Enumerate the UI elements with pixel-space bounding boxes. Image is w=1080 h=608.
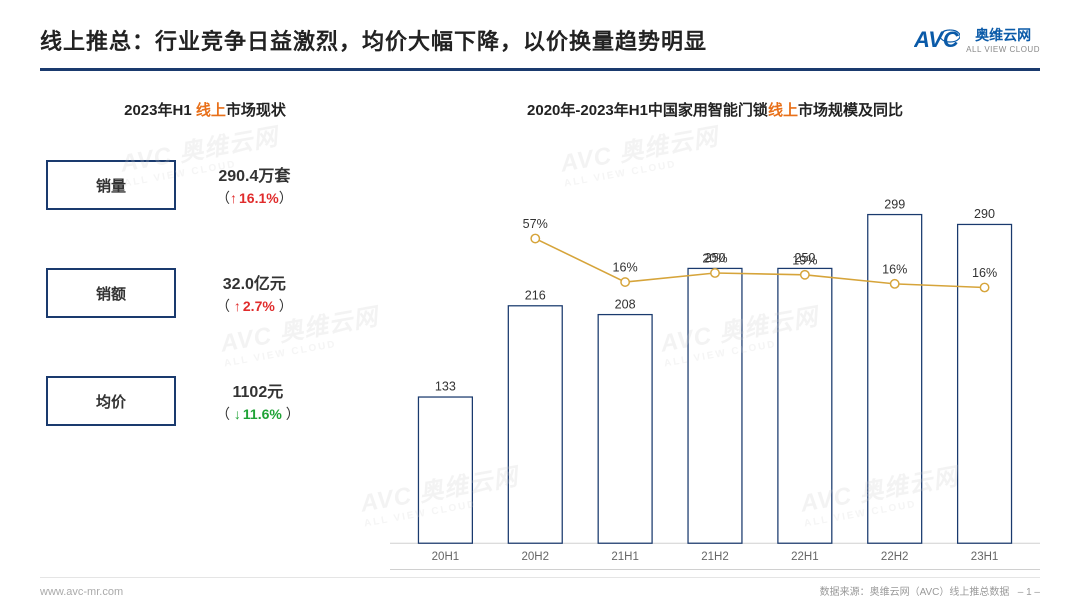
logo-cn: 奥维云网 — [966, 25, 1040, 45]
svg-text:23H1: 23H1 — [971, 551, 999, 563]
metric-row: 销额 32.0亿元（ 2.7% ） — [40, 268, 370, 318]
metric-row: 销量 290.4万套（16.1%） — [40, 160, 370, 210]
left-title: 2023年H1 线上市场现状 — [40, 99, 370, 120]
metric-value: 1102元（ 11.6% ） — [216, 378, 300, 424]
svg-text:16%: 16% — [882, 262, 907, 276]
metric-row: 均价 1102元（ 11.6% ） — [40, 376, 370, 426]
left-summary-column: 2023年H1 线上市场现状 销量 290.4万套（16.1%） 销额 32.0亿元（… — [40, 99, 370, 570]
footer-url: www.avc-mr.com — [40, 586, 123, 598]
svg-text:57%: 57% — [523, 217, 548, 231]
svg-text:290: 290 — [974, 207, 995, 221]
svg-text:16%: 16% — [613, 261, 638, 275]
brand-logo: AVC 奥维云网 ALL VIEW CLOUD — [914, 25, 1040, 55]
svg-text:20%: 20% — [702, 251, 727, 265]
svg-text:208: 208 — [615, 297, 636, 311]
svg-text:20H2: 20H2 — [522, 551, 550, 563]
metric-value: 290.4万套（16.1%） — [216, 162, 293, 208]
metric-label-box: 销量 — [46, 160, 176, 210]
chart-column: 2020年-2023年H1中国家用智能门锁线上市场规模及同比 133 20H1 21… — [390, 99, 1040, 570]
chart-title: 2020年-2023年H1中国家用智能门锁线上市场规模及同比 — [390, 99, 1040, 120]
svg-text:22H1: 22H1 — [791, 551, 819, 563]
metric-label-box: 销额 — [46, 268, 176, 318]
svg-text:22H2: 22H2 — [881, 551, 909, 563]
svg-text:216: 216 — [525, 289, 546, 303]
svg-text:21H2: 21H2 — [701, 551, 729, 563]
svg-text:133: 133 — [435, 380, 456, 394]
svg-text:16%: 16% — [972, 266, 997, 280]
svg-text:19%: 19% — [792, 253, 817, 267]
metric-value: 32.0亿元（ 2.7% ） — [216, 270, 293, 316]
bar-line-chart: 13320H121620H220821H125021H225022H129922… — [390, 170, 1040, 566]
title-underline — [40, 68, 1040, 71]
page-title: 线上推总：行业竞争日益激烈，均价大幅下降，以价换量趋势明显 — [40, 24, 707, 56]
footer-source: 数据来源：奥维云网（AVC）线上推总数据 – 1 – — [820, 583, 1040, 598]
svg-text:299: 299 — [884, 197, 905, 211]
svg-text:21H1: 21H1 — [611, 551, 639, 563]
footer-rule — [40, 577, 1040, 578]
svg-text:20H1: 20H1 — [432, 551, 460, 563]
metric-label-box: 均价 — [46, 376, 176, 426]
logo-en: ALL VIEW CLOUD — [966, 45, 1040, 55]
